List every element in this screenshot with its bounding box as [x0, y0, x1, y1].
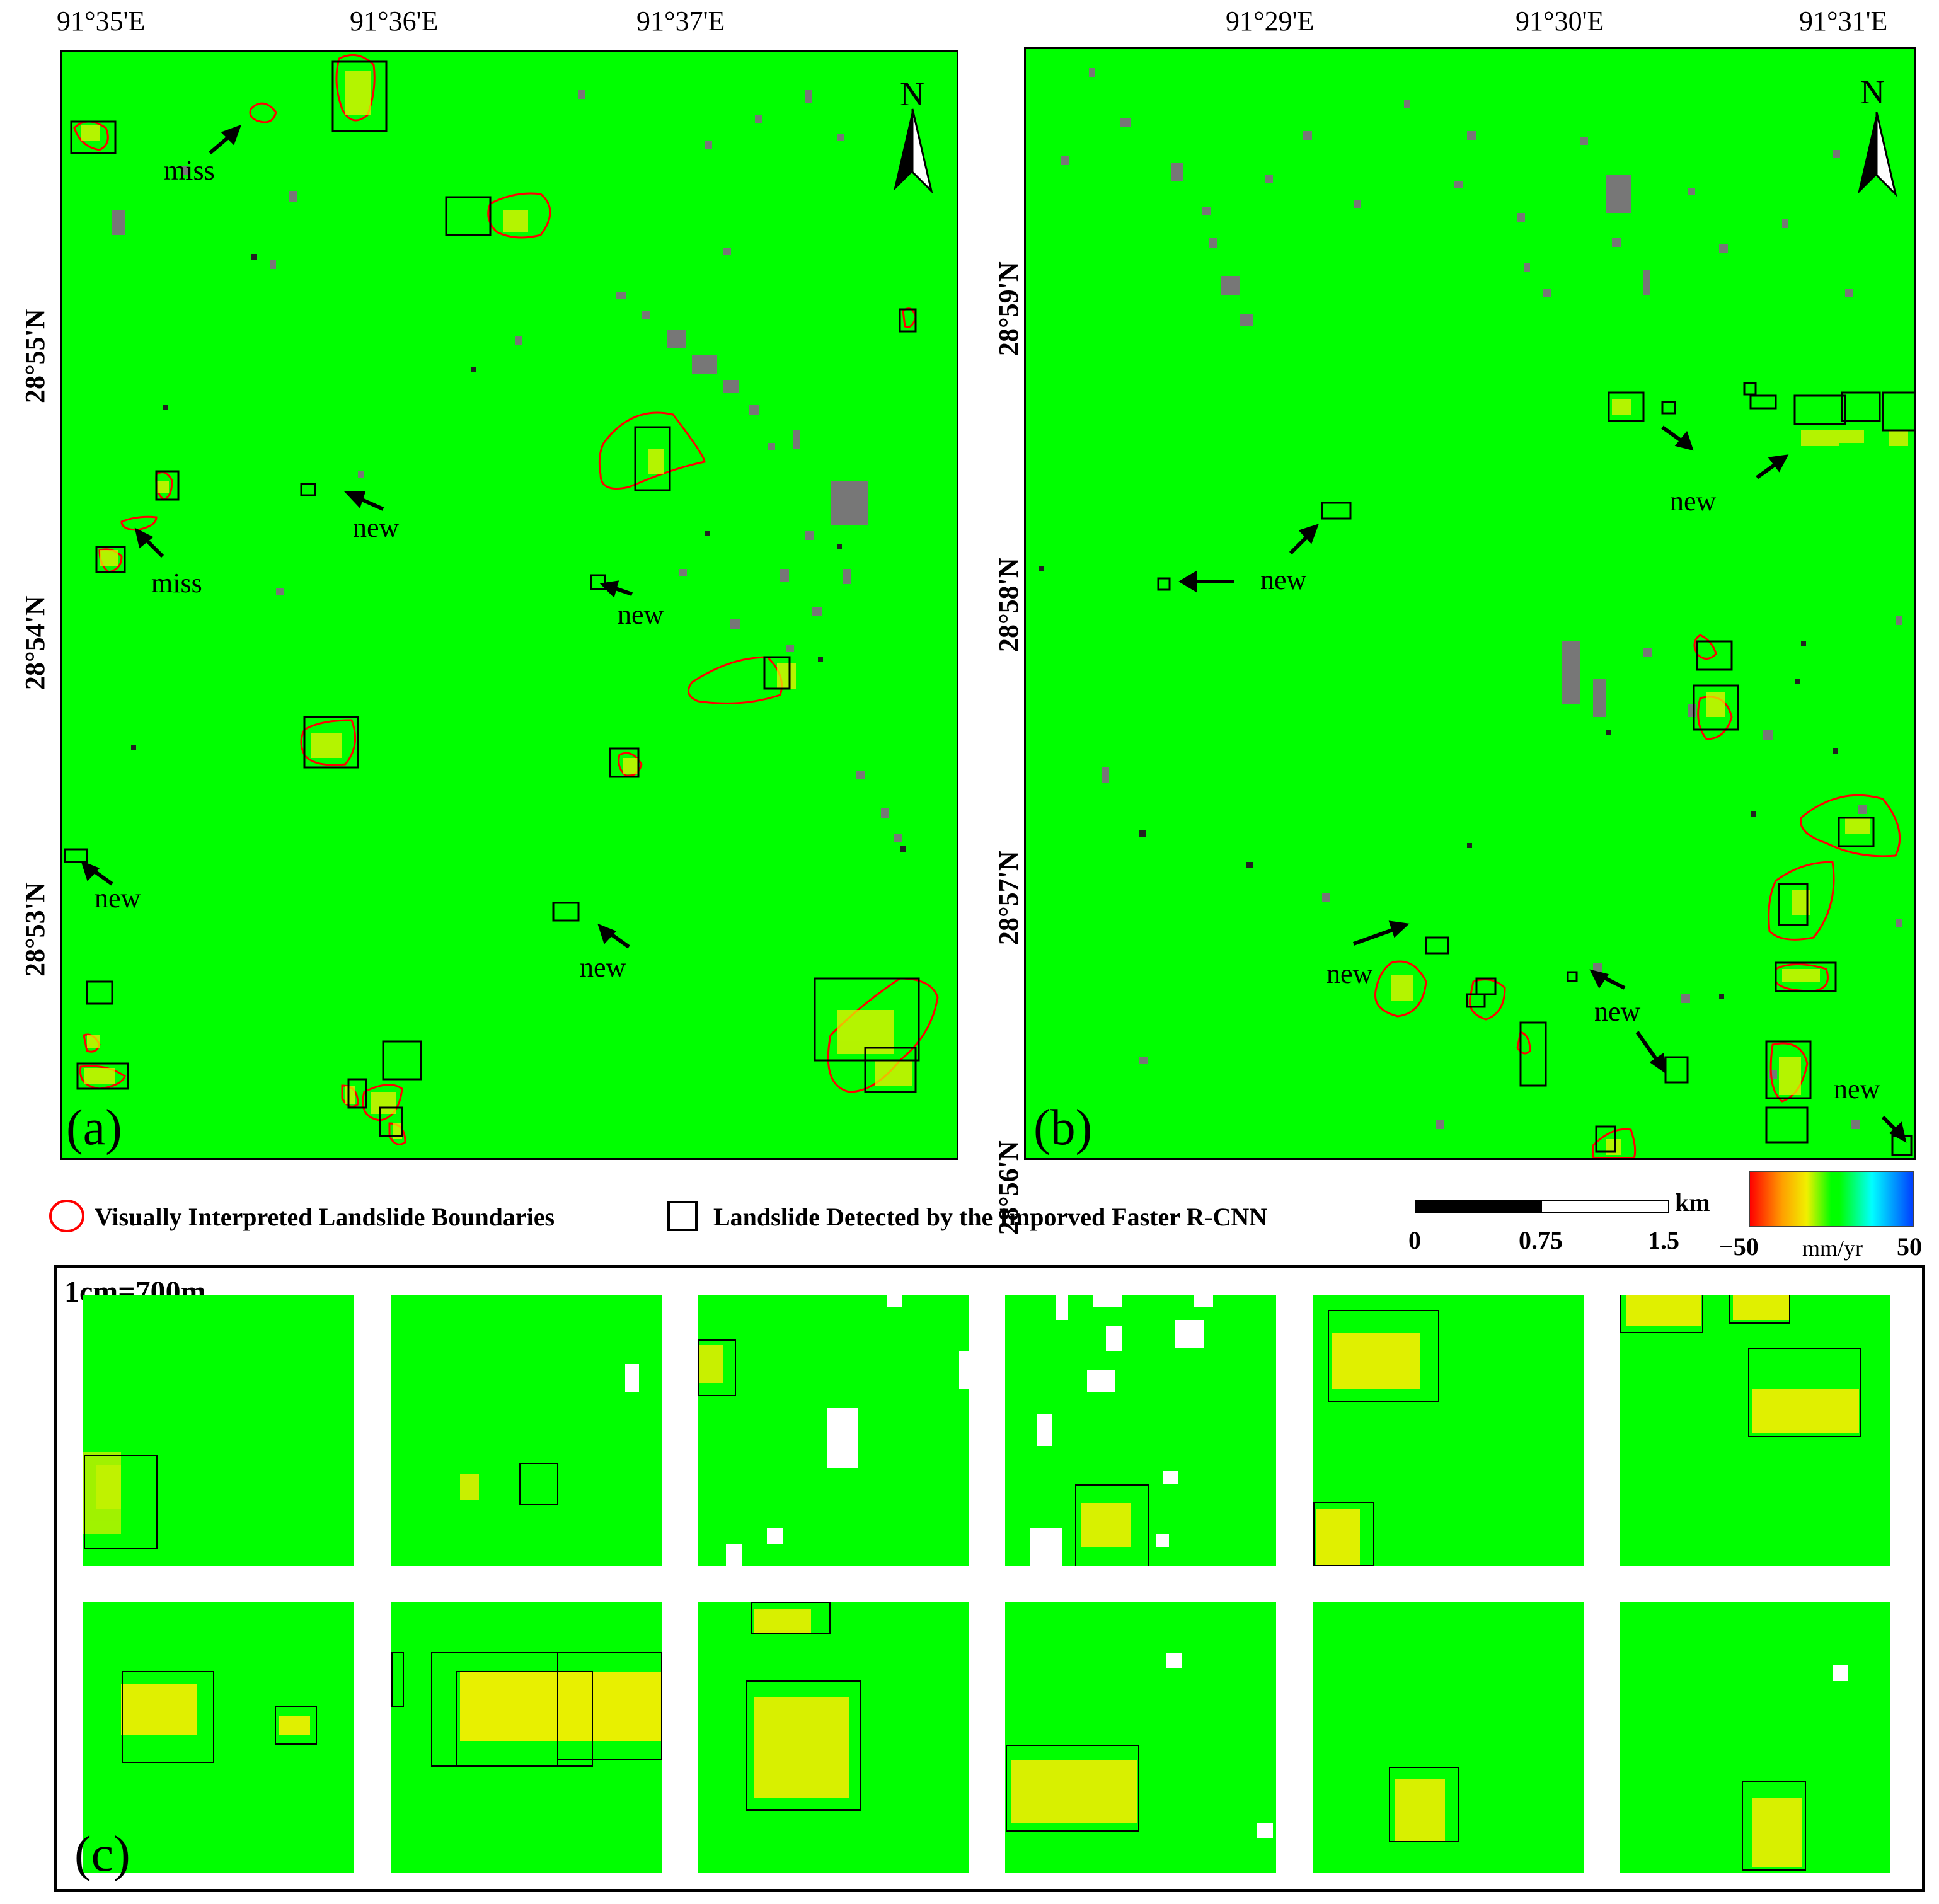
red-boundary-legend-icon — [49, 1200, 84, 1232]
panel-letter-a: (a) — [66, 1100, 122, 1156]
red-boundary-legend-label: Visually Interpreted Landslide Boundarie… — [95, 1203, 555, 1231]
colorbar — [1749, 1171, 1914, 1227]
north-arrow-icon-a — [894, 108, 933, 194]
panel-letter-b: (b) — [1033, 1100, 1093, 1156]
lat-label-a-2: 28°54'N — [20, 595, 50, 690]
panel-letter-c: (c) — [74, 1827, 130, 1882]
annotation-b-new-4: new — [1594, 996, 1641, 1027]
colorbar-unit: mm/yr — [1802, 1236, 1863, 1261]
scale-tick-2: 1.5 — [1648, 1226, 1679, 1254]
lat-label-b-1: 28°59'N — [993, 261, 1024, 356]
map-a-features — [64, 54, 939, 1145]
annotation-a-miss-2: miss — [151, 568, 202, 599]
lon-label-b-3: 91°31'E — [1799, 6, 1888, 37]
scale-bar — [1415, 1200, 1669, 1213]
colorbar-min: −50 — [1719, 1232, 1759, 1261]
tile-4 — [1005, 1295, 1276, 1566]
tile-7 — [83, 1602, 354, 1873]
tile-9 — [698, 1602, 969, 1873]
tile-10 — [1005, 1602, 1276, 1873]
map-b-features — [1039, 68, 1914, 1158]
lon-label-b-1: 91°29'E — [1226, 6, 1315, 37]
north-arrow-icon-b — [1858, 112, 1897, 197]
tile-5 — [1313, 1295, 1584, 1566]
lon-label-a-2: 91°36'E — [350, 6, 439, 37]
lon-label-b-2: 91°30'E — [1516, 6, 1604, 37]
tile-6 — [1620, 1295, 1890, 1566]
lon-label-a-3: 91°37'E — [636, 6, 725, 37]
annotation-a-miss-1: miss — [164, 155, 215, 186]
map-panel-b — [1024, 47, 1916, 1160]
north-label-b: N — [1860, 73, 1885, 111]
box-legend-icon — [667, 1201, 698, 1231]
tile-2 — [391, 1295, 662, 1566]
tile-1 — [83, 1295, 354, 1566]
colorbar-max: 50 — [1897, 1232, 1922, 1261]
map-panel-a — [60, 50, 958, 1160]
north-label-a: N — [900, 75, 924, 113]
annotation-a-new-3: new — [95, 883, 141, 914]
annotation-b-new-1: new — [1260, 565, 1307, 595]
tile-8 — [391, 1602, 662, 1873]
lat-label-a-1: 28°55'N — [20, 309, 50, 403]
lat-label-b-2: 28°58'N — [993, 558, 1024, 652]
box-legend-label: Landslide Detected by the Imporved Faste… — [713, 1203, 1268, 1231]
tile-3 — [698, 1295, 969, 1566]
annotation-a-new-4: new — [580, 952, 626, 983]
annotation-a-new-1: new — [353, 512, 400, 543]
annotation-b-new-2: new — [1670, 486, 1717, 517]
lat-label-b-3: 28°57'N — [993, 851, 1024, 945]
annotation-b-new-3: new — [1326, 958, 1373, 989]
scale-tick-1: 0.75 — [1519, 1226, 1563, 1254]
panel-c: 1cm=700m — [54, 1265, 1925, 1892]
lat-label-a-3: 28°53'N — [20, 882, 50, 977]
scale-tick-0: 0 — [1408, 1226, 1421, 1254]
lon-label-a-1: 91°35'E — [57, 6, 146, 37]
annotation-b-new-5: new — [1834, 1074, 1880, 1104]
tile-11 — [1313, 1602, 1584, 1873]
tile-12 — [1620, 1602, 1890, 1873]
scale-unit: km — [1675, 1188, 1710, 1217]
annotation-a-new-2: new — [618, 599, 664, 630]
